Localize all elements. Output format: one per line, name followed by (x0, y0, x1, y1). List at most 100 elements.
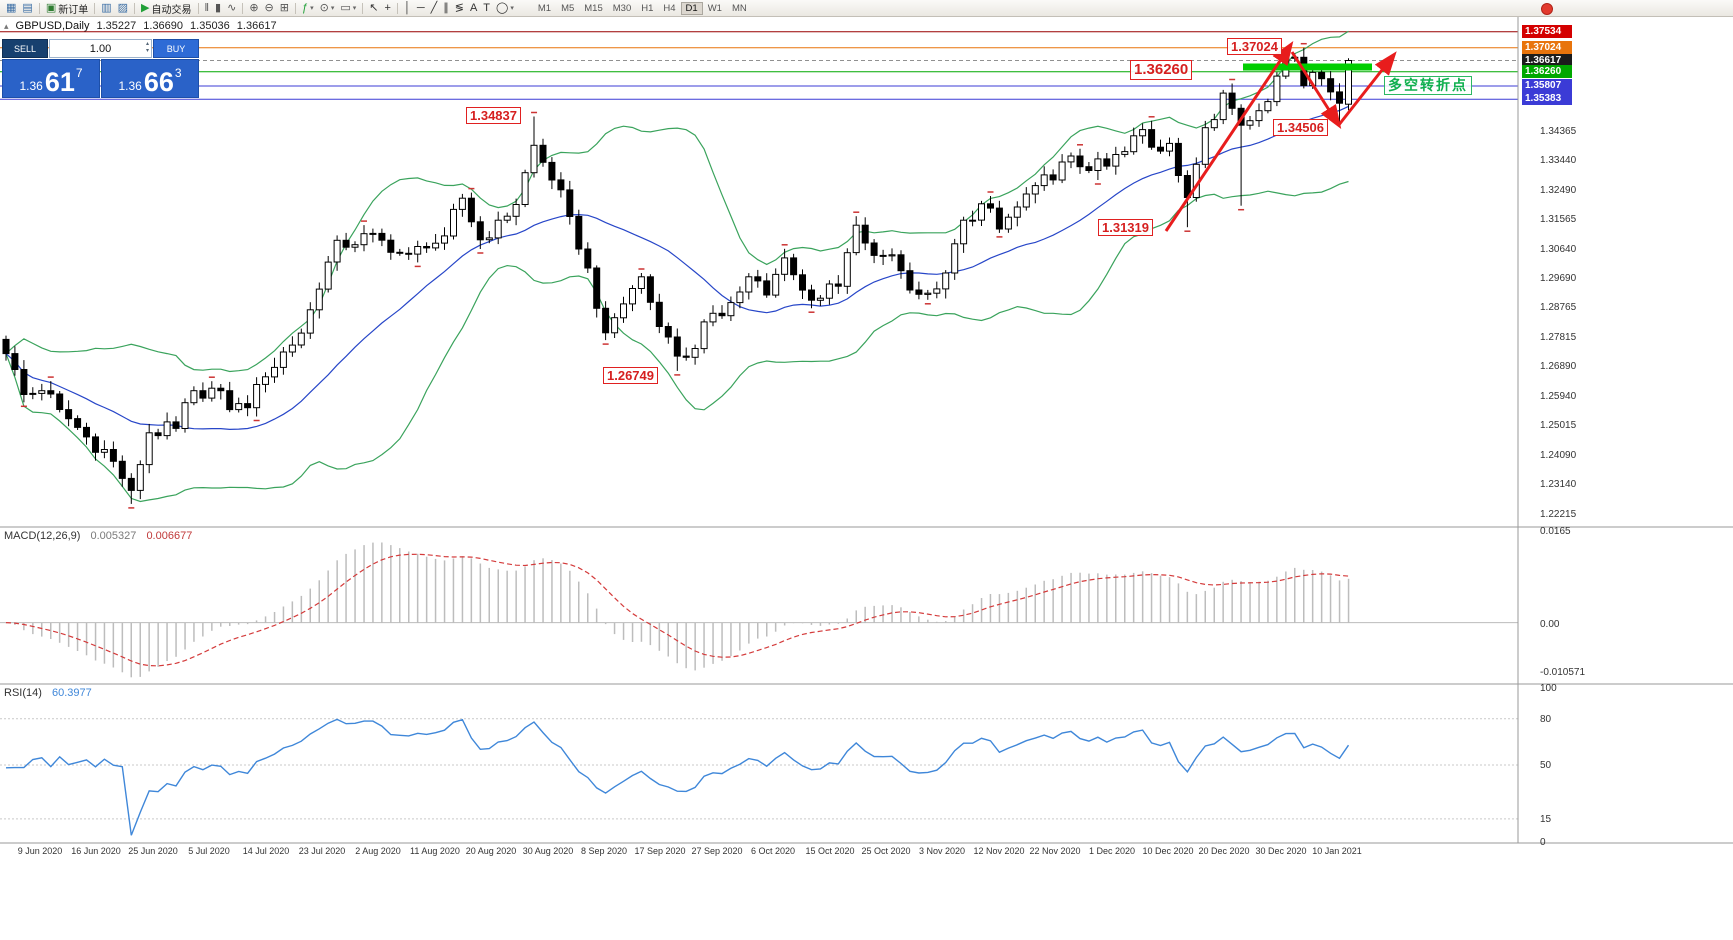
buy-button[interactable]: BUY (153, 39, 199, 58)
toolbar-separator (362, 2, 364, 14)
date-label: 5 Jul 2020 (188, 846, 230, 856)
market-watch-icon[interactable]: ▥ (101, 1, 112, 14)
volume-input[interactable]: 1.00 ▴ ▾ (49, 39, 152, 58)
macd-indicator-label: MACD(12,26,9) 0.005327 0.006677 (4, 530, 192, 542)
timeframe-m1[interactable]: M1 (537, 2, 552, 14)
timeframe-w1[interactable]: W1 (707, 2, 722, 14)
zoom-in-icon[interactable]: ⊕ (249, 1, 259, 14)
price-annotation[interactable]: 1.34506 (1273, 119, 1328, 136)
price-axis-label: 1.25940 (1540, 391, 1577, 402)
sell-price-button[interactable]: 1.36 61 7 (2, 59, 100, 98)
price-annotation[interactable]: 1.26749 (603, 367, 658, 384)
chart-profiles-icon[interactable]: ▤ (22, 1, 33, 14)
crosshair-icon[interactable]: + (384, 1, 391, 14)
price-tag: 1.35383 (1522, 92, 1572, 105)
buy-price-prefix: 1.36 (118, 79, 142, 93)
date-label: 22 Nov 2020 (1029, 846, 1081, 856)
templates-icon[interactable]: ▭ ▾ (340, 1, 357, 14)
price-annotation[interactable]: 1.36260 (1130, 60, 1193, 80)
indicators-icon[interactable]: ƒ ▾ (301, 1, 314, 14)
macd-axis-label: -0.010571 (1540, 667, 1586, 678)
projection-arrow (1336, 51, 1397, 127)
price-axis-label: 1.24090 (1540, 450, 1577, 461)
timeframe-d1[interactable]: D1 (680, 1, 703, 15)
one-click-collapse-icon[interactable]: ▴ (4, 20, 9, 31)
bollinger-upper-band (5, 30, 1349, 373)
date-label: 12 Nov 2020 (973, 846, 1025, 856)
rsi-indicator-label: RSI(14) 60.3977 (4, 687, 92, 699)
shapes-icon[interactable]: ◯ ▾ (496, 1, 514, 14)
price-tag: 1.37024 (1522, 41, 1572, 54)
toolbar-separator (396, 2, 398, 14)
text-icon[interactable]: A (469, 1, 478, 14)
macd-signal-line (5, 553, 1349, 667)
auto-trading-button[interactable]: ▶ 自动交易 (141, 1, 192, 16)
price-chart-pane[interactable] (0, 17, 1518, 525)
macd-main-value: 0.005327 (90, 530, 137, 542)
bar-chart-icon[interactable]: ‖ (204, 1, 210, 14)
date-label: 6 Oct 2020 (750, 846, 796, 856)
sell-button[interactable]: SELL (2, 39, 48, 58)
volume-up-arrow-icon[interactable]: ▴ (145, 41, 149, 47)
new-chart-icon[interactable]: ▦ (6, 1, 17, 14)
date-label: 2 Aug 2020 (355, 846, 401, 856)
rsi-pane[interactable] (0, 684, 1518, 843)
timeframe-h4[interactable]: H4 (663, 2, 676, 14)
fibonacci-icon[interactable]: ≶ (454, 1, 464, 14)
notification-icon[interactable] (1541, 3, 1553, 15)
date-label: 17 Sep 2020 (634, 846, 686, 856)
date-label: 20 Aug 2020 (465, 846, 517, 856)
date-label: 16 Jun 2020 (71, 846, 121, 856)
timeframe-m15[interactable]: M15 (584, 2, 603, 14)
toolbar-separator (134, 2, 136, 14)
toolbar: ▦ ▤ ▣ 新订单 ▥ ▨ ▶ 自动交易 ‖ ▮ ∿ ⊕ ⊖ ⊞ ƒ ▾ ⊙ ▾ ▭ ▾ ↖ + │ ─ ╱ ∥ ≶ A T ◯ ▾ M1 M5… (0, 0, 1733, 17)
rsi-name: RSI(14) (4, 687, 42, 699)
price-annotation[interactable]: 1.31319 (1098, 219, 1153, 236)
sell-price-prefix: 1.36 (19, 79, 43, 93)
date-label: 25 Oct 2020 (861, 846, 911, 856)
timeframe-mn[interactable]: MN (731, 2, 747, 14)
line-chart-icon[interactable]: ∿ (227, 1, 237, 14)
label-icon[interactable]: T (483, 1, 491, 14)
pullback-arrow (1290, 51, 1342, 130)
date-label: 14 Jul 2020 (242, 846, 290, 856)
periods-icon[interactable]: ⊙ ▾ (319, 1, 335, 14)
rsi-axis-label: 100 (1540, 683, 1557, 694)
macd-axis-label: 0.0165 (1540, 526, 1571, 537)
rally-arrow (1164, 41, 1294, 232)
price-tag: 1.37534 (1522, 25, 1572, 38)
timeframe-m30[interactable]: M30 (612, 2, 632, 14)
chevron-down-icon: ▾ (510, 5, 514, 12)
volume-down-arrow-icon[interactable]: ▾ (145, 48, 149, 54)
cursor-icon[interactable]: ↖ (369, 1, 379, 14)
timeframe-h1[interactable]: H1 (641, 2, 654, 14)
time-axis[interactable]: 9 Jun 2020 16 Jun 2020 25 Jun 2020 5 Jul 20… (0, 844, 1733, 860)
toolbar-separator (38, 2, 40, 14)
macd-pane[interactable] (0, 527, 1518, 684)
symbol-label: GBPUSD,Daily (15, 20, 90, 32)
trendline-icon[interactable]: ╱ (430, 1, 438, 14)
horizontal-line-icon[interactable]: ─ (416, 1, 425, 14)
date-label: 30 Aug 2020 (522, 846, 574, 856)
timeframe-m5[interactable]: M5 (561, 2, 575, 14)
chevron-down-icon: ▾ (330, 5, 335, 12)
volume-value: 1.00 (89, 42, 112, 55)
vertical-line-icon[interactable]: │ (403, 1, 411, 14)
price-axis-label: 1.27815 (1540, 332, 1577, 343)
price-annotation[interactable]: 1.37024 (1227, 38, 1282, 55)
turning-point-label[interactable]: 多空转折点 (1384, 76, 1472, 95)
channel-icon[interactable]: ∥ (443, 1, 449, 14)
candlestick-chart-icon[interactable]: ▮ (215, 1, 222, 14)
price-axis[interactable]: 1.34365 1.33440 1.32490 1.31565 1.30640 1.296… (1520, 0, 1732, 940)
new-order-button[interactable]: ▣ 新订单 (45, 1, 89, 16)
data-window-icon[interactable]: ▨ (117, 1, 129, 14)
price-tag: 1.36617 (1522, 54, 1572, 67)
price-annotation[interactable]: 1.34837 (466, 107, 521, 124)
price-axis-label: 1.23140 (1540, 479, 1577, 490)
date-label: 8 Sep 2020 (580, 846, 628, 856)
tile-windows-icon[interactable]: ⊞ (279, 1, 289, 14)
buy-price-button[interactable]: 1.36 66 3 (101, 59, 199, 98)
zoom-out-icon[interactable]: ⊖ (264, 1, 274, 14)
toolbar-separator (294, 2, 296, 14)
